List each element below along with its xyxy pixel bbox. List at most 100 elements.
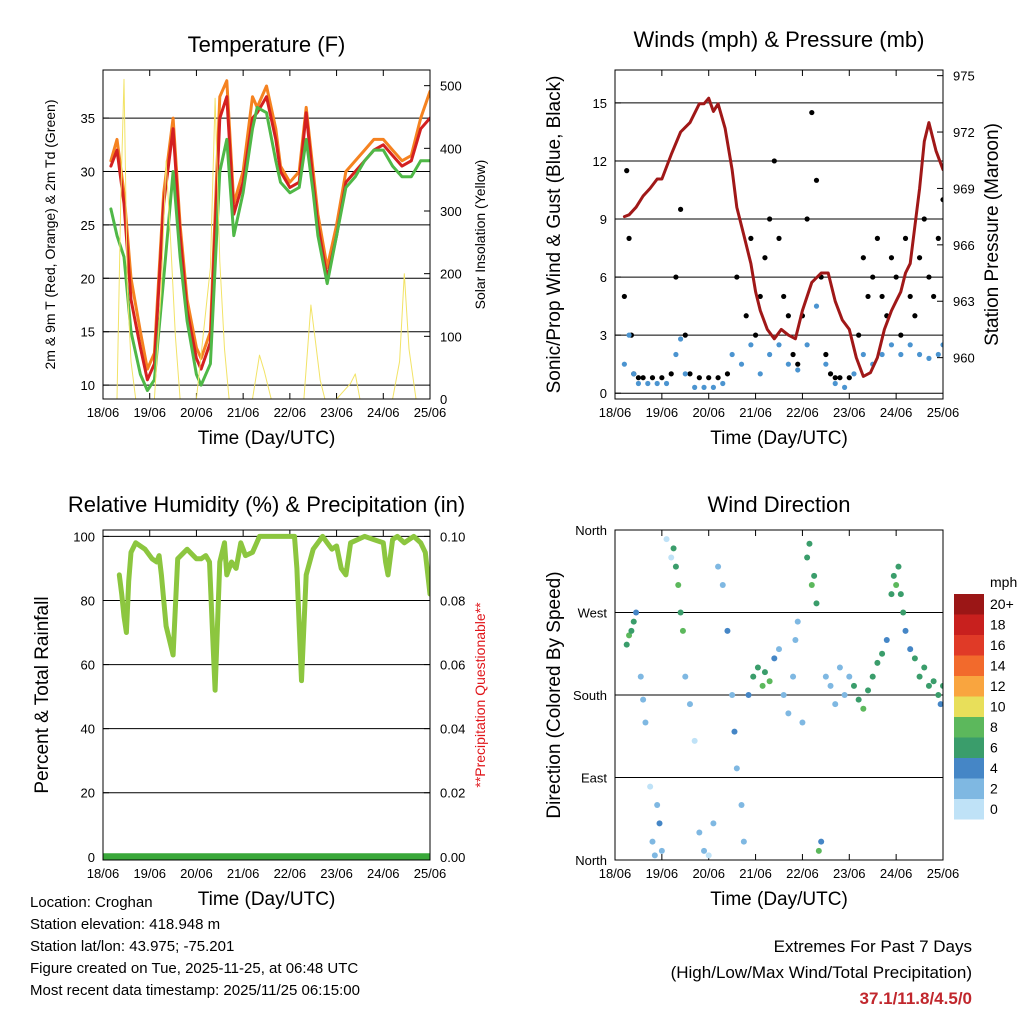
y-tick-label: 30 — [81, 164, 95, 179]
x-tick-label: 22/06 — [786, 405, 819, 420]
extremes-title: Extremes For Past 7 Days — [773, 937, 972, 956]
data-point-wind — [916, 351, 923, 358]
panel-temperature: 10 15 20 25 30 35 0 100 200 300 400 500 18/06 19/06 20… — [42, 32, 488, 449]
data-point-gust — [846, 375, 852, 381]
colorbar-swatch — [954, 655, 984, 676]
direction-point — [921, 664, 928, 671]
direction-point — [832, 701, 839, 708]
x-tick-label: 18/06 — [599, 405, 632, 420]
direction-point — [804, 554, 811, 561]
data-point-gust — [682, 332, 688, 338]
x-tick-label: 22/06 — [274, 866, 307, 881]
direction-point — [841, 692, 848, 698]
data-point-wind — [823, 361, 829, 367]
data-point-gust — [776, 235, 782, 241]
y-tick-label: 20 — [81, 786, 95, 801]
plot-frame — [614, 69, 944, 400]
data-point-wind — [842, 384, 848, 390]
data-point-gust — [785, 313, 791, 319]
colorbar-swatch — [954, 635, 984, 656]
data-point-gust — [743, 313, 749, 319]
y-tick-label: 0 — [88, 850, 95, 865]
direction-point — [675, 582, 682, 588]
data-point-gust — [771, 158, 777, 164]
y2-tick-label: 0.06 — [440, 658, 465, 673]
data-point-wind — [898, 351, 904, 358]
direction-point — [637, 673, 644, 680]
data-point-wind — [631, 371, 637, 377]
x-axis-label: Time (Day/UTC) — [198, 889, 336, 910]
x-tick-label: 19/06 — [133, 405, 166, 420]
direction-point — [897, 591, 904, 598]
direction-point — [808, 582, 815, 588]
data-point-gust — [837, 375, 843, 381]
colorbar-label: 4 — [990, 760, 998, 776]
y2-tick-label: 500 — [440, 79, 462, 94]
direction-point — [869, 673, 876, 680]
direction-point — [630, 618, 637, 625]
data-point-gust — [879, 293, 885, 300]
data-point-wind — [710, 384, 717, 390]
x-axis-label: Time (Day/UTC) — [198, 428, 336, 449]
direction-point — [855, 696, 862, 703]
panel-humidity: 0 20 40 60 80 100 0.00 0.02 0.04 0.06 0.08 0.10 18/0… — [32, 492, 488, 910]
direction-point — [686, 701, 693, 708]
plot-frame — [102, 69, 431, 400]
direction-point — [925, 682, 932, 689]
data-point-wind — [860, 351, 866, 358]
direction-point — [815, 847, 822, 854]
y-tick-label: 60 — [81, 658, 95, 673]
direction-point — [668, 554, 675, 561]
data-point-wind — [748, 342, 754, 348]
colorbar-label: 18 — [990, 617, 1006, 633]
direction-point — [745, 692, 752, 698]
data-point-wind — [635, 380, 642, 387]
direction-point — [642, 719, 649, 726]
colorbar-swatch — [954, 696, 984, 717]
direction-point — [759, 682, 766, 689]
direction-point — [724, 627, 731, 634]
direction-point — [916, 673, 923, 680]
y2-tick-label: 0.10 — [440, 529, 465, 544]
data-point-gust — [748, 235, 754, 241]
direction-point — [850, 682, 857, 689]
data-point-gust — [823, 351, 829, 358]
data-point-gust — [668, 371, 674, 377]
direction-point — [761, 669, 768, 676]
data-point-wind — [645, 380, 651, 387]
x-tick-label: 24/06 — [367, 405, 400, 420]
direction-point — [696, 829, 703, 836]
data-point-gust — [940, 197, 943, 203]
station-latlon: Station lat/lon: 43.975; -75.201 — [30, 938, 235, 955]
data-point-wind — [813, 303, 820, 309]
data-point-gust — [621, 293, 627, 300]
data-point-gust — [865, 293, 871, 300]
direction-point — [654, 802, 661, 808]
direction-point — [890, 572, 897, 579]
data-point-wind — [795, 367, 801, 373]
direction-point — [682, 673, 689, 680]
data-point-wind — [663, 380, 670, 387]
y2-tick-label: 0 — [440, 392, 447, 407]
direction-point — [937, 701, 943, 708]
direction-point — [750, 673, 757, 680]
y2-tick-label: 966 — [953, 238, 975, 253]
data-point-wind — [767, 351, 773, 358]
data-point-gust — [804, 216, 810, 222]
data-point-gust — [907, 293, 913, 300]
direction-point — [628, 627, 635, 634]
x-tick-label: 23/06 — [320, 866, 353, 881]
direction-point — [766, 678, 773, 685]
data-point-wind — [701, 384, 707, 390]
x-tick-label: 21/06 — [739, 405, 772, 420]
data-point-wind — [692, 384, 698, 390]
data-point-wind — [757, 371, 763, 377]
data-point-gust — [724, 371, 731, 377]
extremes-panel: Extremes For Past 7 Days (High/Low/Max W… — [671, 934, 972, 1012]
y2-tick-label: 0.08 — [440, 593, 465, 608]
y2-axis-label: Station Pressure (Maroon) — [982, 123, 1003, 346]
direction-point — [691, 737, 698, 744]
y-tick-label: 80 — [81, 593, 95, 608]
direction-point — [785, 710, 792, 717]
colorbar-unit: mph — [990, 574, 1017, 590]
